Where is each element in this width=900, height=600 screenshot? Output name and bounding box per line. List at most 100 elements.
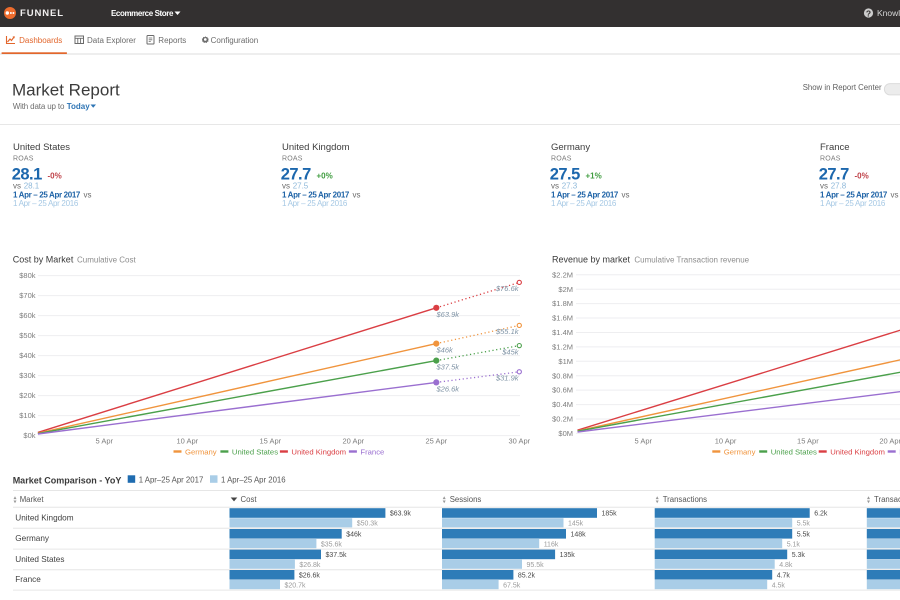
svg-text:Configuration: Configuration xyxy=(211,36,259,45)
svg-text:+1%: +1% xyxy=(586,172,602,181)
svg-text:116k: 116k xyxy=(544,541,559,548)
svg-text:United Kingdom: United Kingdom xyxy=(15,513,73,522)
svg-text:$30k: $30k xyxy=(19,371,36,380)
svg-text:$37.5k: $37.5k xyxy=(436,363,461,372)
svg-text:145k: 145k xyxy=(568,521,584,528)
svg-text:vs: vs xyxy=(13,181,21,190)
svg-text:$76.6k: $76.6k xyxy=(495,284,520,293)
svg-text:$20k: $20k xyxy=(19,391,36,400)
svg-text:85.2k: 85.2k xyxy=(518,573,536,580)
svg-text:$0M: $0M xyxy=(558,429,573,438)
svg-text:5 Apr: 5 Apr xyxy=(96,437,114,446)
svg-text:United States: United States xyxy=(232,448,278,457)
svg-text:Transactions: Transactions xyxy=(663,495,707,504)
svg-text:vs: vs xyxy=(622,191,630,200)
svg-text:95.5k: 95.5k xyxy=(527,562,545,569)
svg-text:Transaction revenue: Transaction revenue xyxy=(874,495,900,504)
svg-text:Germany: Germany xyxy=(551,142,590,153)
svg-text:vs: vs xyxy=(891,191,899,200)
svg-text:$0.8M: $0.8M xyxy=(552,371,573,380)
svg-text:$63.9k: $63.9k xyxy=(436,310,461,319)
svg-text:Dashboards: Dashboards xyxy=(19,36,62,45)
svg-text:+0%: +0% xyxy=(317,172,333,181)
svg-text:$0.6M: $0.6M xyxy=(552,386,573,395)
svg-text:20 Apr: 20 Apr xyxy=(879,437,900,446)
svg-text:?: ? xyxy=(866,8,871,18)
svg-text:15 Apr: 15 Apr xyxy=(259,437,281,446)
svg-text:vs: vs xyxy=(551,181,559,190)
svg-text:$60k: $60k xyxy=(19,311,36,320)
svg-text:$10k: $10k xyxy=(19,411,36,420)
svg-text:27.7: 27.7 xyxy=(281,166,311,184)
svg-text:$37.5k: $37.5k xyxy=(326,552,348,559)
svg-text:France: France xyxy=(820,142,850,153)
svg-text:$50k: $50k xyxy=(19,331,36,340)
svg-text:Germany: Germany xyxy=(15,534,50,543)
svg-text:vs: vs xyxy=(353,191,361,200)
svg-text:$46k: $46k xyxy=(436,346,455,355)
svg-text:1 Apr – 25 Apr 2017: 1 Apr – 25 Apr 2017 xyxy=(551,191,619,200)
svg-text:Show in Report Center: Show in Report Center xyxy=(803,83,882,92)
svg-text:135k: 135k xyxy=(560,552,576,559)
svg-text:10 Apr: 10 Apr xyxy=(176,437,198,446)
svg-text:$20.7k: $20.7k xyxy=(285,582,307,589)
svg-text:$1.4M: $1.4M xyxy=(552,328,573,337)
svg-text:$45k: $45k xyxy=(501,347,520,356)
svg-text:6.2k: 6.2k xyxy=(814,511,828,518)
svg-text:5.1k: 5.1k xyxy=(787,541,801,548)
svg-text:185k: 185k xyxy=(602,511,618,518)
svg-text:-0%: -0% xyxy=(48,172,62,181)
svg-text:27.3: 27.3 xyxy=(562,181,578,190)
svg-text:5.5k: 5.5k xyxy=(797,521,811,528)
svg-text:5.3k: 5.3k xyxy=(792,552,806,559)
svg-text:$55.1k: $55.1k xyxy=(495,327,520,336)
svg-text:United States: United States xyxy=(771,448,817,457)
svg-text:27.8: 27.8 xyxy=(831,181,847,190)
svg-text:$2.2M: $2.2M xyxy=(552,270,573,279)
svg-text:$46k: $46k xyxy=(346,532,362,539)
svg-text:148k: 148k xyxy=(571,532,587,539)
svg-text:ROAS: ROAS xyxy=(282,156,303,163)
svg-text:Ecommerce Store: Ecommerce Store xyxy=(111,9,174,18)
svg-text:1 Apr – 25 Apr 2016: 1 Apr – 25 Apr 2016 xyxy=(13,199,79,208)
svg-text:25 Apr: 25 Apr xyxy=(425,437,447,446)
svg-text:Market Report: Market Report xyxy=(12,80,120,99)
svg-text:Reports: Reports xyxy=(158,36,186,45)
svg-text:$26.6k: $26.6k xyxy=(436,384,461,393)
svg-text:27.5: 27.5 xyxy=(293,181,309,190)
svg-text:Germany: Germany xyxy=(185,448,217,457)
svg-text:With data up to: With data up to xyxy=(13,102,65,111)
svg-text:28.1: 28.1 xyxy=(24,181,40,190)
svg-text:Cumulative Transaction revenue: Cumulative Transaction revenue xyxy=(634,256,749,265)
svg-text:United Kingdom: United Kingdom xyxy=(282,142,350,153)
svg-text:$1.2M: $1.2M xyxy=(552,343,573,352)
svg-text:Germany: Germany xyxy=(724,448,756,457)
svg-text:1 Apr – 25 Apr 2016: 1 Apr – 25 Apr 2016 xyxy=(551,199,617,208)
svg-text:$1M: $1M xyxy=(558,357,573,366)
svg-text:$80k: $80k xyxy=(19,271,36,280)
svg-text:$63.9k: $63.9k xyxy=(390,511,412,518)
svg-text:United States: United States xyxy=(15,555,64,564)
svg-text:$40k: $40k xyxy=(19,351,36,360)
svg-text:Sessions: Sessions xyxy=(450,495,482,504)
svg-text:4.5k: 4.5k xyxy=(772,582,786,589)
svg-text:5 Apr: 5 Apr xyxy=(635,437,653,446)
svg-text:1 Apr – 25 Apr 2016: 1 Apr – 25 Apr 2016 xyxy=(282,199,348,208)
svg-text:$0.2M: $0.2M xyxy=(552,415,573,424)
svg-text:vs: vs xyxy=(84,191,92,200)
svg-text:15 Apr: 15 Apr xyxy=(797,437,819,446)
svg-text:ROAS: ROAS xyxy=(13,156,34,163)
svg-text:$2M: $2M xyxy=(558,285,573,294)
svg-text:Revenue by market: Revenue by market xyxy=(552,255,631,265)
svg-text:5.5k: 5.5k xyxy=(797,532,811,539)
svg-text:$31.9k: $31.9k xyxy=(495,374,520,383)
svg-text:10 Apr: 10 Apr xyxy=(715,437,737,446)
svg-text:1 Apr – 25 Apr 2017: 1 Apr – 25 Apr 2017 xyxy=(820,191,888,200)
svg-text:Data Explorer: Data Explorer xyxy=(87,36,136,45)
svg-text:Cumulative Cost: Cumulative Cost xyxy=(77,256,136,265)
svg-text:vs: vs xyxy=(282,181,290,190)
svg-text:Today: Today xyxy=(67,102,91,111)
svg-text:30 Apr: 30 Apr xyxy=(508,437,530,446)
svg-text:United Kingdom: United Kingdom xyxy=(291,448,346,457)
svg-text:-0%: -0% xyxy=(855,172,869,181)
